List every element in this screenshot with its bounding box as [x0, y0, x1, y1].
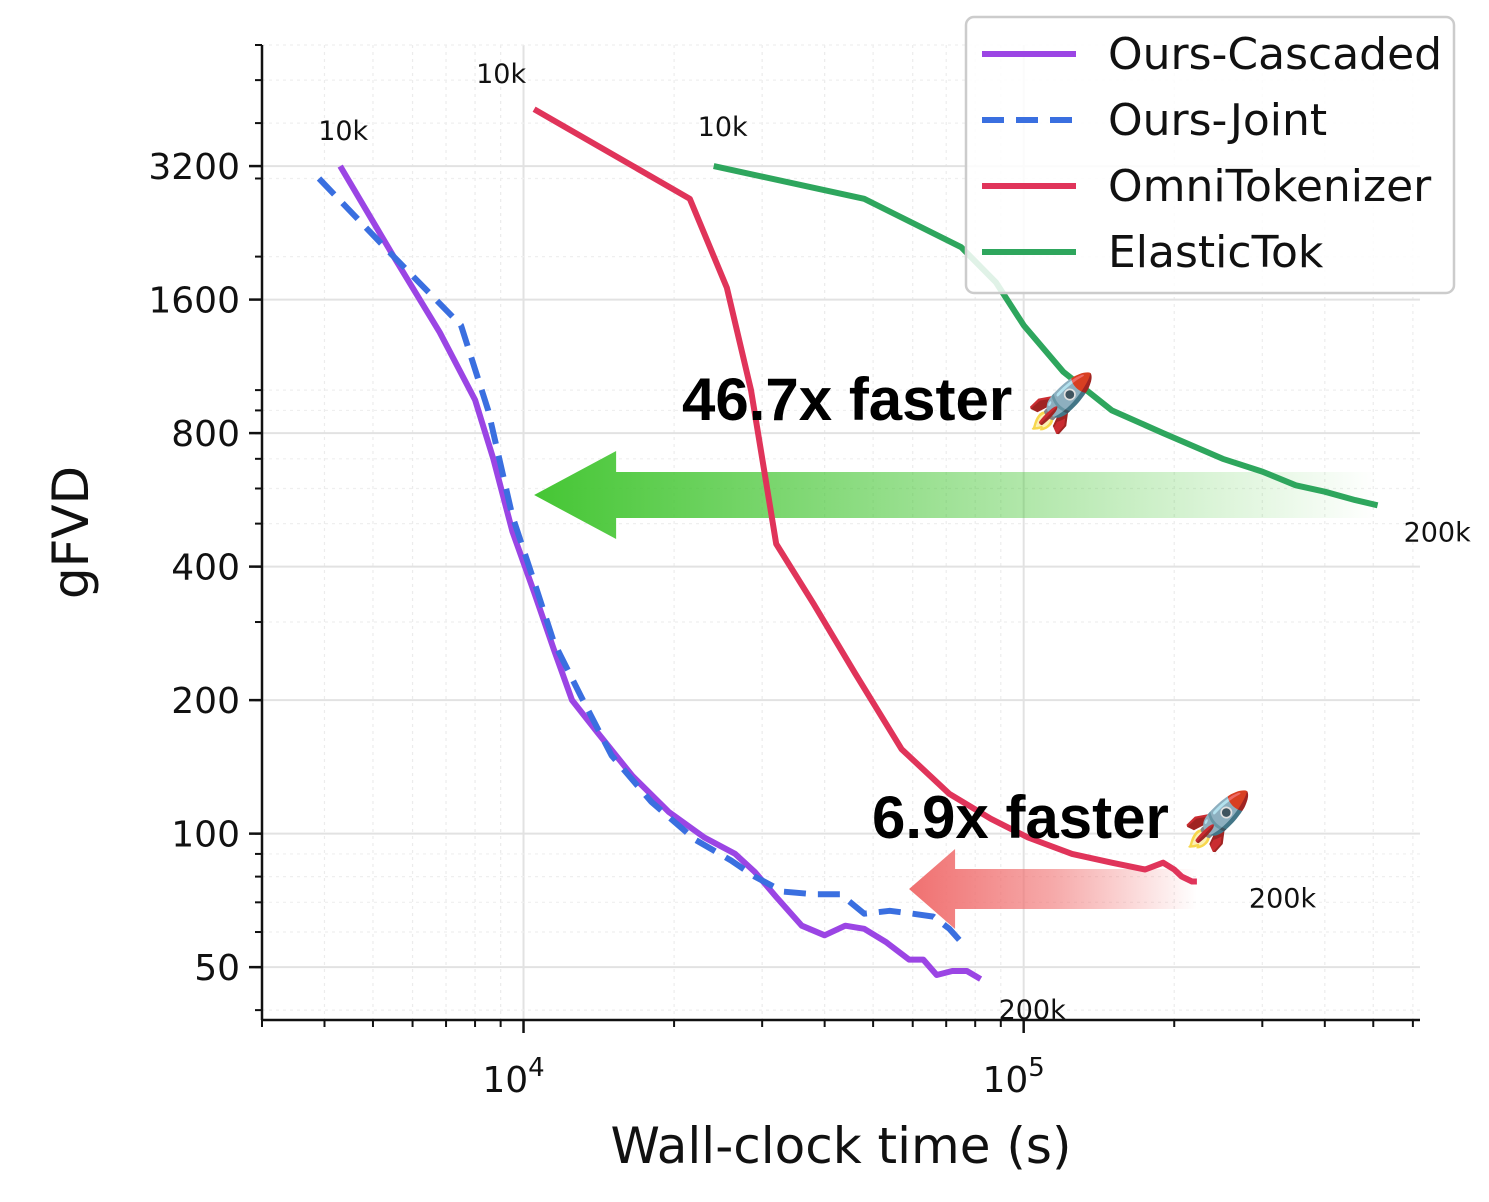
- callout-arrows: [534, 451, 1378, 930]
- step-label: 200k: [999, 995, 1067, 1026]
- y-tick-label: 1600: [148, 281, 240, 322]
- legend-box: [964, 15, 1456, 295]
- x-tick-label: 104: [482, 1053, 544, 1101]
- legend-label: OmniTokenizer: [1108, 161, 1432, 212]
- speedup-arrow: [909, 849, 1197, 930]
- legend-label: ElasticTok: [1108, 227, 1324, 278]
- step-label: 200k: [1249, 883, 1317, 914]
- y-tick-label: 3200: [148, 147, 240, 188]
- speedup-label: 6.9x faster: [872, 784, 1169, 851]
- y-tick-label: 400: [171, 548, 240, 589]
- legend: Ours-Cascaded Ours-Joint OmniTokenizer Elas…: [964, 15, 1456, 295]
- y-tick-label: 200: [171, 681, 240, 722]
- step-label: 10k: [318, 116, 368, 147]
- series-line-ours-joint: [316, 176, 967, 948]
- callout-texts: 46.7x faster 🚀6.9x faster 🚀: [682, 366, 1253, 854]
- data-labels: 10k 10k 10k 200k 200k 200k: [318, 59, 1471, 1026]
- y-tick-label: 50: [194, 948, 240, 989]
- x-tick-label-exponent: 5: [1028, 1053, 1045, 1083]
- y-tick-label: 100: [171, 815, 240, 856]
- x-tick-label: 105: [982, 1053, 1044, 1101]
- step-label: 200k: [1404, 517, 1472, 548]
- legend-label: Ours-Joint: [1108, 95, 1327, 146]
- x-tick-label-exponent: 4: [528, 1053, 545, 1083]
- legend-label: Ours-Cascaded: [1108, 29, 1442, 80]
- series-line-omnitokenizer: [532, 106, 1197, 885]
- x-tick-label-base: 10: [482, 1060, 528, 1101]
- rocket-icon: 🚀: [1026, 371, 1096, 436]
- rocket-icon: 🚀: [1183, 789, 1253, 854]
- speedup-label: 46.7x faster: [682, 366, 1012, 433]
- x-tick-label-base: 10: [982, 1060, 1028, 1101]
- speedup-arrow: [534, 451, 1378, 540]
- y-axis-title: gFVD: [42, 466, 100, 599]
- y-tick-label: 800: [171, 414, 240, 455]
- step-label: 10k: [476, 59, 526, 90]
- step-label: 10k: [698, 112, 748, 143]
- series-line-ours-cascaded: [337, 164, 983, 982]
- x-axis-title: Wall-clock time (s): [611, 1117, 1072, 1175]
